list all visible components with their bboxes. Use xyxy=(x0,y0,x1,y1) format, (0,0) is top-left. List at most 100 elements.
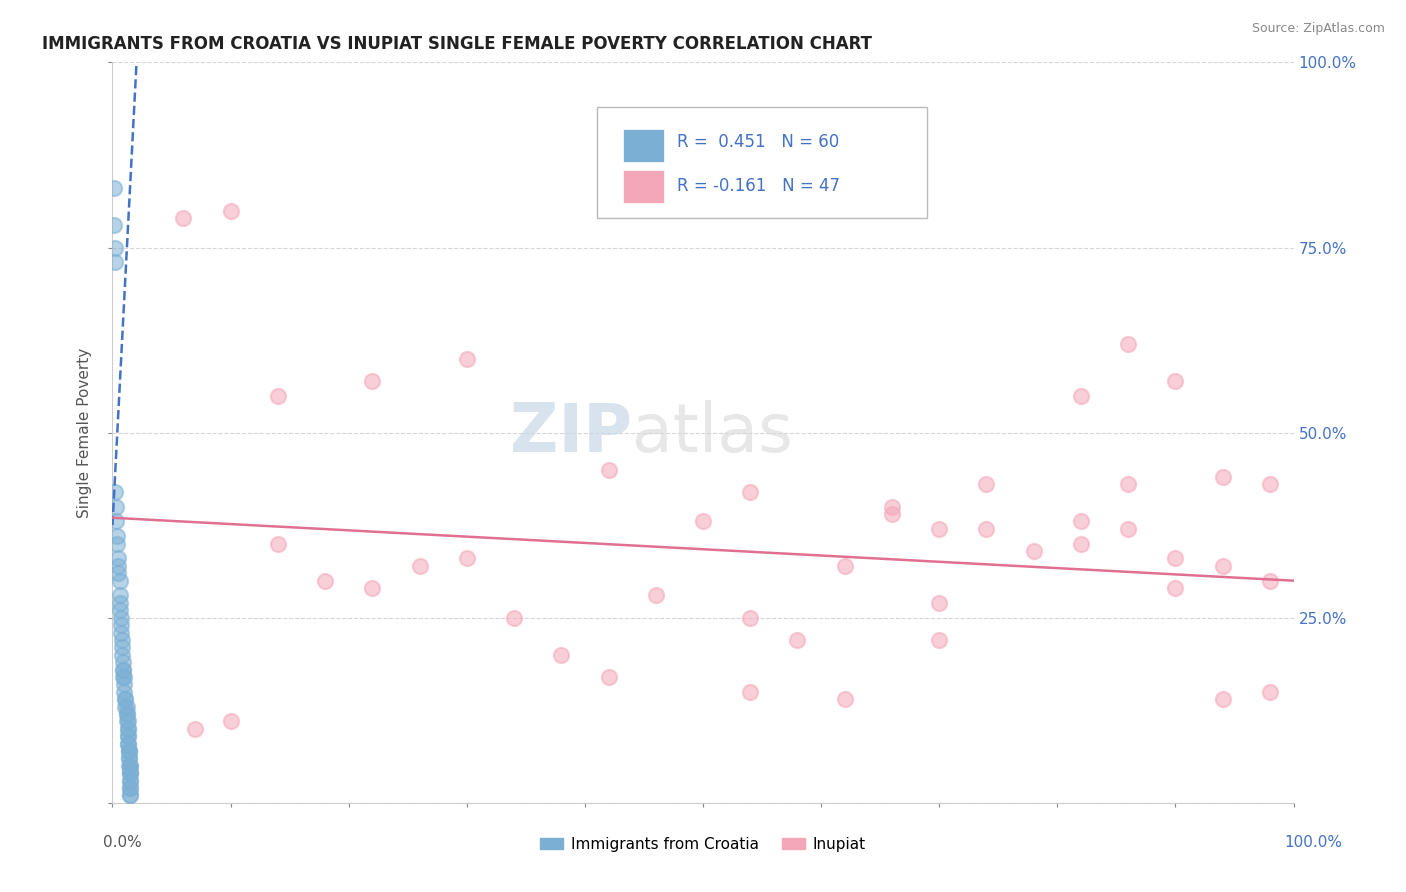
Point xyxy=(118,744,141,758)
Point xyxy=(105,536,128,550)
Point xyxy=(112,663,135,677)
Text: ZIP: ZIP xyxy=(510,400,633,466)
Point xyxy=(103,181,125,195)
Point xyxy=(120,758,142,772)
Point xyxy=(1258,574,1281,588)
FancyBboxPatch shape xyxy=(596,107,928,218)
Point xyxy=(108,603,131,617)
Point xyxy=(118,744,141,758)
Point xyxy=(550,648,572,662)
Point xyxy=(120,780,142,795)
Point xyxy=(117,729,139,743)
Point xyxy=(928,632,950,647)
Point xyxy=(1116,477,1139,491)
Text: R =  0.451   N = 60: R = 0.451 N = 60 xyxy=(678,134,839,152)
Point xyxy=(117,729,139,743)
Point xyxy=(1022,544,1045,558)
Point xyxy=(1164,581,1187,595)
Point xyxy=(104,240,127,255)
Point xyxy=(976,522,998,536)
Point xyxy=(1212,692,1234,706)
Y-axis label: Single Female Poverty: Single Female Poverty xyxy=(77,348,93,517)
Point xyxy=(361,581,384,595)
Point xyxy=(1070,536,1092,550)
Point xyxy=(120,789,142,803)
Point xyxy=(834,692,856,706)
Point xyxy=(112,685,135,699)
Point xyxy=(880,507,903,521)
Point xyxy=(120,780,142,795)
Point xyxy=(267,536,290,550)
Point xyxy=(118,744,141,758)
Point xyxy=(786,632,808,647)
Point xyxy=(120,789,142,803)
Point xyxy=(112,677,135,691)
Text: 0.0%: 0.0% xyxy=(103,836,142,850)
Point xyxy=(928,522,950,536)
Point xyxy=(105,515,128,529)
Point xyxy=(114,692,136,706)
Point xyxy=(104,255,127,269)
Text: R = -0.161   N = 47: R = -0.161 N = 47 xyxy=(678,178,839,195)
Point xyxy=(456,551,478,566)
Point xyxy=(118,751,141,765)
Point xyxy=(107,558,129,573)
Point xyxy=(111,632,134,647)
Point xyxy=(118,751,141,765)
Point xyxy=(120,773,142,788)
Point xyxy=(644,589,666,603)
Point xyxy=(117,722,139,736)
Point xyxy=(1070,515,1092,529)
Point xyxy=(456,351,478,366)
Point xyxy=(408,558,430,573)
Text: Source: ZipAtlas.com: Source: ZipAtlas.com xyxy=(1251,22,1385,36)
Point xyxy=(267,388,290,402)
Point xyxy=(219,714,242,729)
Point xyxy=(112,663,135,677)
Point xyxy=(219,203,242,218)
Point xyxy=(114,692,136,706)
Point xyxy=(112,670,135,684)
Point xyxy=(117,737,139,751)
Text: IMMIGRANTS FROM CROATIA VS INUPIAT SINGLE FEMALE POVERTY CORRELATION CHART: IMMIGRANTS FROM CROATIA VS INUPIAT SINGL… xyxy=(42,35,872,53)
Point xyxy=(120,758,142,772)
Point xyxy=(112,655,135,669)
Point xyxy=(120,766,142,780)
Point xyxy=(115,706,138,721)
Point xyxy=(107,551,129,566)
Point xyxy=(361,374,384,388)
Point xyxy=(834,558,856,573)
Point xyxy=(120,766,142,780)
Point xyxy=(976,477,998,491)
Point xyxy=(110,618,132,632)
Point xyxy=(117,714,139,729)
Point xyxy=(1164,374,1187,388)
Point xyxy=(1116,336,1139,351)
Point xyxy=(740,685,762,699)
Text: 100.0%: 100.0% xyxy=(1285,836,1343,850)
Point xyxy=(115,699,138,714)
Point xyxy=(1258,477,1281,491)
Point xyxy=(120,766,142,780)
Point xyxy=(114,699,136,714)
Point xyxy=(111,640,134,655)
Point xyxy=(598,670,620,684)
Point xyxy=(117,737,139,751)
Point xyxy=(110,610,132,624)
Point xyxy=(598,462,620,476)
Point xyxy=(112,670,135,684)
Legend: Immigrants from Croatia, Inupiat: Immigrants from Croatia, Inupiat xyxy=(534,830,872,858)
Point xyxy=(120,773,142,788)
Point xyxy=(503,610,526,624)
Point xyxy=(184,722,207,736)
Point xyxy=(1212,470,1234,484)
Point xyxy=(740,610,762,624)
Point xyxy=(314,574,336,588)
Point xyxy=(108,596,131,610)
Point xyxy=(1116,522,1139,536)
Point xyxy=(105,500,128,514)
Point xyxy=(110,625,132,640)
Point xyxy=(928,596,950,610)
Point xyxy=(118,758,141,772)
Point xyxy=(1070,388,1092,402)
